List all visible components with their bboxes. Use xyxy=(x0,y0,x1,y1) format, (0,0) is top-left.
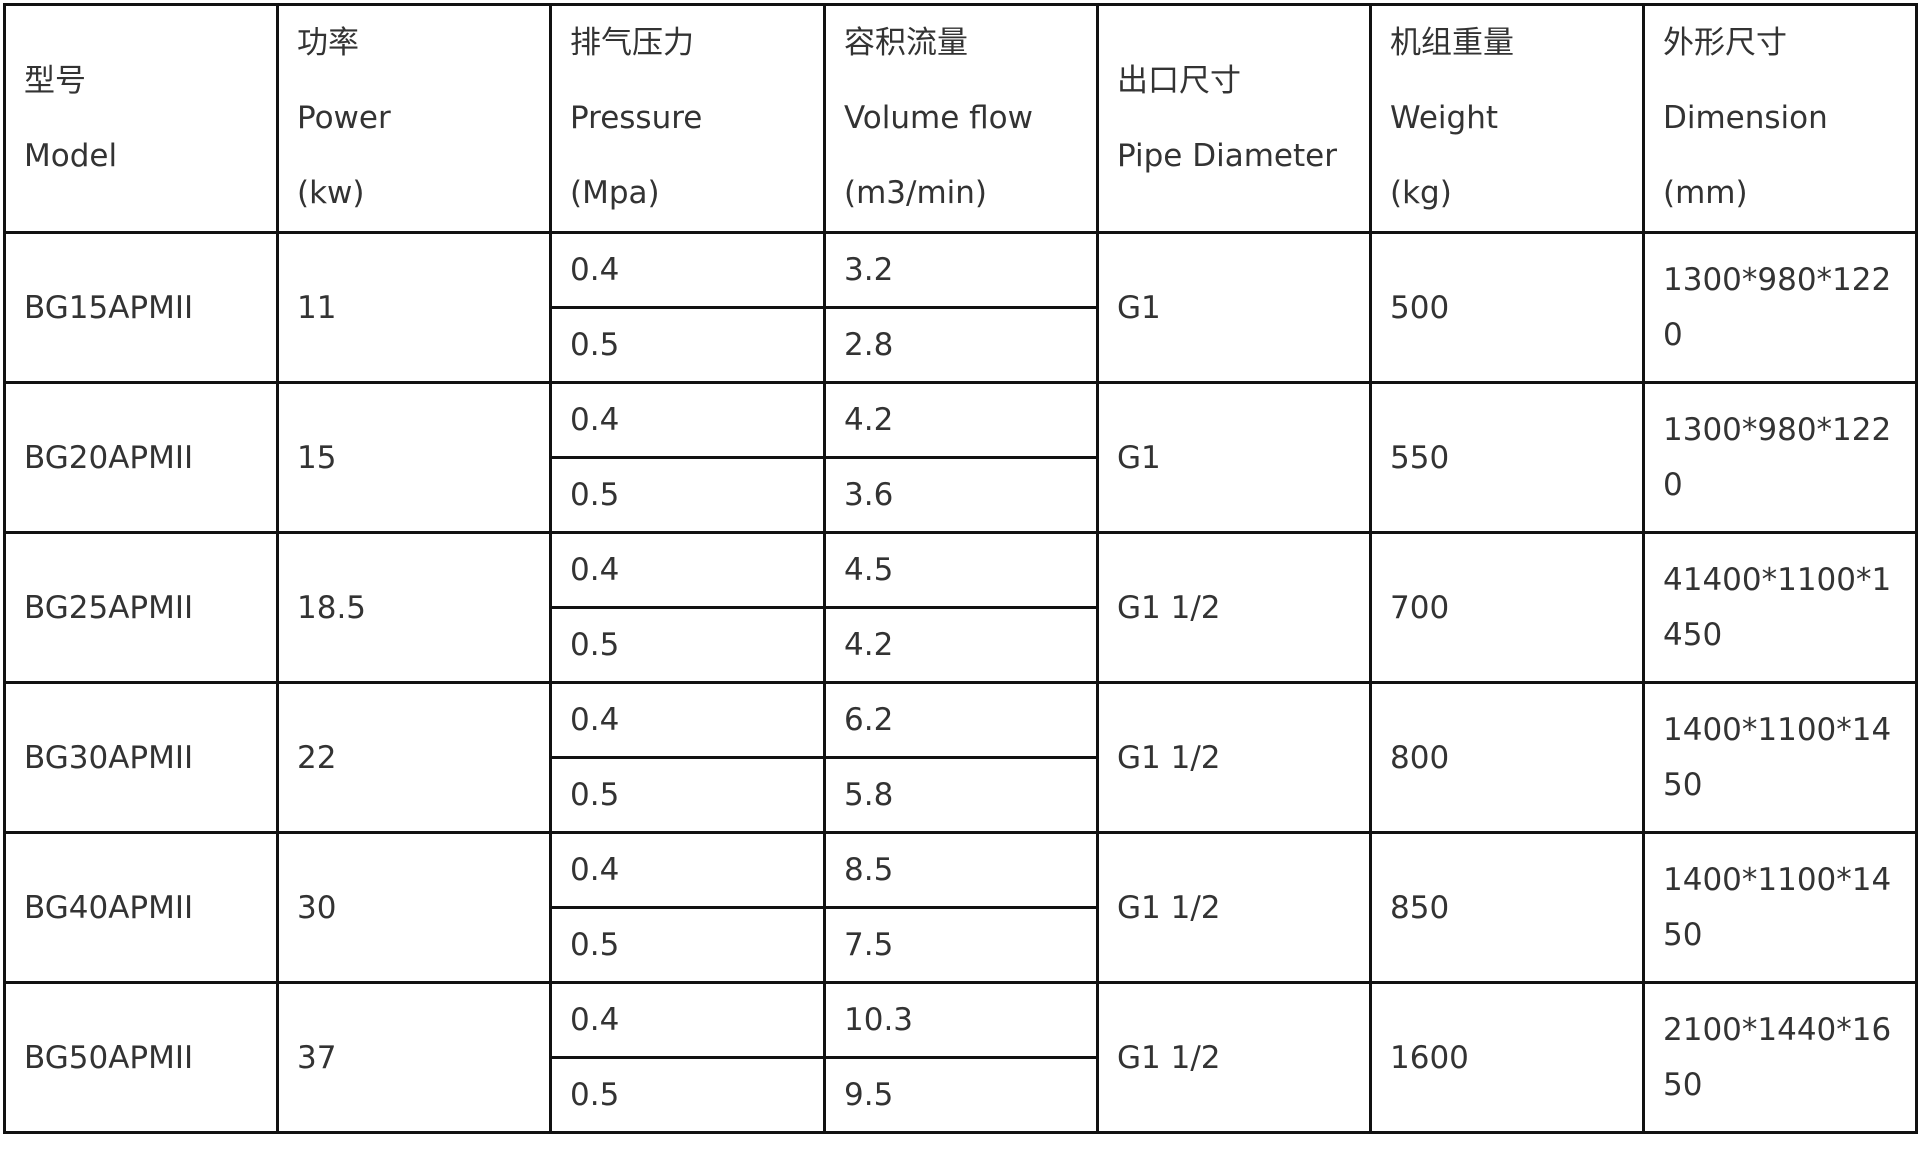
dimension-cell: 1300*980*1220 xyxy=(1642,381,1918,534)
model-cell: BG30APMII xyxy=(3,681,279,834)
pressure-cell: 0.5 xyxy=(549,906,826,984)
power-cell: 37 xyxy=(276,981,552,1134)
power-cell: 30 xyxy=(276,831,552,984)
volume-flow-cell: 4.2 xyxy=(823,381,1099,459)
header-pipe-diameter: 出口尺寸 Pipe Diameter xyxy=(1096,3,1372,234)
header-dimension: 外形尺寸 Dimension (mm) xyxy=(1642,3,1918,234)
weight-cell: 700 xyxy=(1369,531,1645,684)
pressure-cell: 0.4 xyxy=(549,981,826,1059)
power-cell: 11 xyxy=(276,231,552,384)
dimension-cell: 41400*1100*1450 xyxy=(1642,531,1918,684)
power-cell: 15 xyxy=(276,381,552,534)
volume-flow-cell: 5.8 xyxy=(823,756,1099,834)
weight-cell: 500 xyxy=(1369,231,1645,384)
header-model: 型号 Model xyxy=(3,3,279,234)
table-subrow: 0.5 4.2 xyxy=(5,606,1917,684)
header-pressure: 排气压力 Pressure (Mpa) xyxy=(549,3,826,234)
table-subrow: 0.5 2.8 xyxy=(5,306,1917,384)
pressure-cell: 0.5 xyxy=(549,306,826,384)
volume-flow-cell: 3.2 xyxy=(823,231,1099,309)
spec-table: 型号 Model 功率 Power (kw) 排气压力 Pressure (Mpa) 容积… xyxy=(3,3,1918,1134)
volume-flow-cell: 7.5 xyxy=(823,906,1099,984)
table-row: BG25APMII 18.5 0.4 4.5 G1 1/2 700 41400*1100*1… xyxy=(3,531,1918,684)
weight-cell: 800 xyxy=(1369,681,1645,834)
power-cell: 22 xyxy=(276,681,552,834)
dimension-cell: 1400*1100*1450 xyxy=(1642,681,1918,834)
volume-flow-cell: 9.5 xyxy=(823,1056,1099,1134)
table-row: BG50APMII 37 0.4 10.3 G1 1/2 1600 2100*1440*16… xyxy=(3,981,1918,1134)
model-cell: BG20APMII xyxy=(3,381,279,534)
volume-flow-cell: 8.5 xyxy=(823,831,1099,909)
pipe-diameter-cell: G1 xyxy=(1096,231,1372,384)
volume-flow-cell: 4.5 xyxy=(823,531,1099,609)
pressure-cell: 0.5 xyxy=(549,756,826,834)
volume-flow-cell: 10.3 xyxy=(823,981,1099,1059)
weight-cell: 850 xyxy=(1369,831,1645,984)
weight-cell: 1600 xyxy=(1369,981,1645,1134)
table-subrow: 0.5 9.5 xyxy=(5,1056,1917,1134)
volume-flow-cell: 2.8 xyxy=(823,306,1099,384)
table-subrow: 0.5 7.5 xyxy=(5,906,1917,984)
pressure-cell: 0.4 xyxy=(549,381,826,459)
pipe-diameter-cell: G1 xyxy=(1096,381,1372,534)
table-subrow: 0.5 5.8 xyxy=(5,756,1917,834)
header-power: 功率 Power (kw) xyxy=(276,3,552,234)
pressure-cell: 0.4 xyxy=(549,681,826,759)
table-row: BG40APMII 30 0.4 8.5 G1 1/2 850 1400*1100*1450 xyxy=(3,831,1918,984)
header-volume-flow: 容积流量 Volume flow (m3/min) xyxy=(823,3,1099,234)
volume-flow-cell: 3.6 xyxy=(823,456,1099,534)
weight-cell: 550 xyxy=(1369,381,1645,534)
pipe-diameter-cell: G1 1/2 xyxy=(1096,531,1372,684)
dimension-cell: 1300*980*1220 xyxy=(1642,231,1918,384)
table-row: BG30APMII 22 0.4 6.2 G1 1/2 800 1400*1100*1450 xyxy=(3,681,1918,834)
header-weight: 机组重量 Weight (kg) xyxy=(1369,3,1645,234)
dimension-cell: 1400*1100*1450 xyxy=(1642,831,1918,984)
pipe-diameter-cell: G1 1/2 xyxy=(1096,831,1372,984)
volume-flow-cell: 4.2 xyxy=(823,606,1099,684)
table-subrow: 0.5 3.6 xyxy=(5,456,1917,534)
model-cell: BG40APMII xyxy=(3,831,279,984)
dimension-cell: 2100*1440*1650 xyxy=(1642,981,1918,1134)
table-row: BG20APMII 15 0.4 4.2 G1 550 1300*980*1220 xyxy=(3,381,1918,534)
volume-flow-cell: 6.2 xyxy=(823,681,1099,759)
pressure-cell: 0.5 xyxy=(549,606,826,684)
pressure-cell: 0.4 xyxy=(549,231,826,309)
model-cell: BG15APMII xyxy=(3,231,279,384)
pressure-cell: 0.5 xyxy=(549,456,826,534)
pressure-cell: 0.5 xyxy=(549,1056,826,1134)
pressure-cell: 0.4 xyxy=(549,531,826,609)
pipe-diameter-cell: G1 1/2 xyxy=(1096,681,1372,834)
model-cell: BG25APMII xyxy=(3,531,279,684)
header-row: 型号 Model 功率 Power (kw) 排气压力 Pressure (Mpa) 容积… xyxy=(3,3,1918,234)
model-cell: BG50APMII xyxy=(3,981,279,1134)
pressure-cell: 0.4 xyxy=(549,831,826,909)
table-row: BG15APMII 11 0.4 3.2 G1 500 1300*980*1220 xyxy=(3,231,1918,384)
power-cell: 18.5 xyxy=(276,531,552,684)
pipe-diameter-cell: G1 1/2 xyxy=(1096,981,1372,1134)
